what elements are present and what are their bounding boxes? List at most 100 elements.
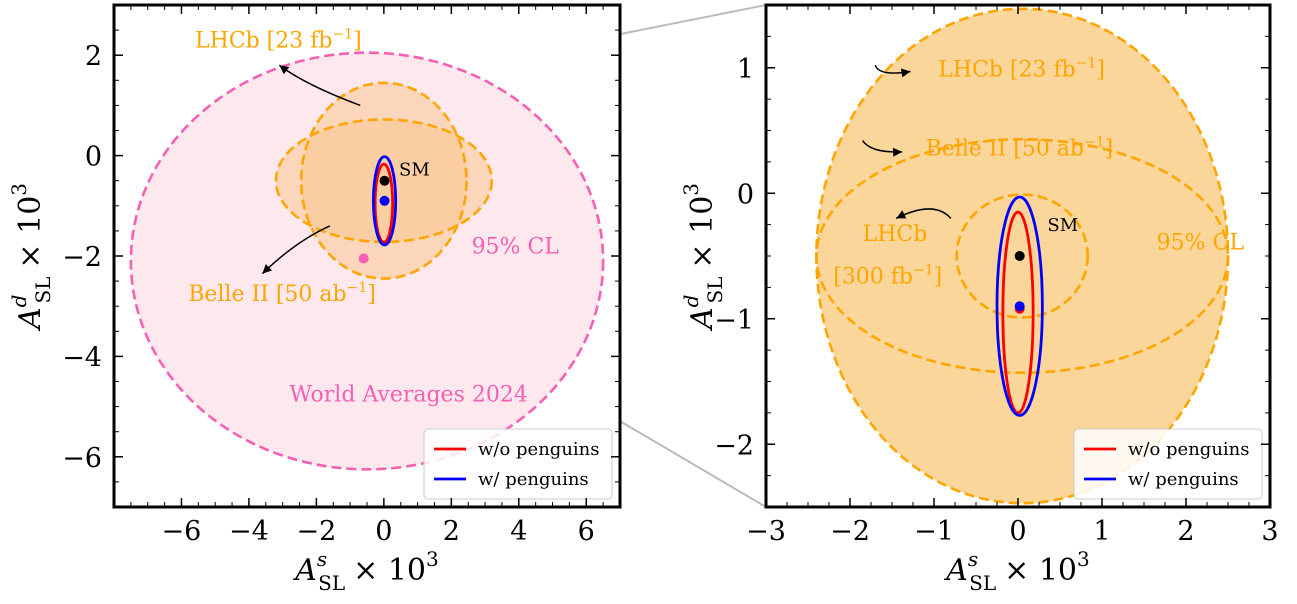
x-axis-factor: × 10 — [353, 553, 426, 588]
x-tick-label: −1 — [914, 516, 954, 547]
annotation-text: LHCb [23 fb — [195, 29, 333, 54]
arrow-belle — [261, 225, 331, 275]
annotation-sup: −1 — [332, 27, 353, 43]
x-tick-label: −4 — [229, 516, 269, 547]
y-tick-label: 0 — [85, 142, 102, 173]
annotation-4: 95% CL — [1157, 231, 1245, 256]
annotation-text: Belle II [50 ab — [926, 137, 1084, 162]
y-axis-exponent: 3 — [679, 183, 703, 196]
x-axis-superscript: s — [968, 547, 978, 571]
y-tick-label: −2 — [714, 430, 754, 461]
annotation-close: ] — [367, 282, 376, 307]
annotation-close: ] — [934, 265, 943, 290]
y-axis-superscript: d — [7, 295, 31, 308]
plot-area: LHCb [23 fb−1]Belle II [50 ab−1]95% CLWo… — [129, 27, 605, 471]
region-outline-1 — [299, 81, 468, 280]
arrow-lhcb23-head — [900, 68, 911, 78]
annotation-0: LHCb [23 fb−1] — [938, 56, 1105, 83]
arrow-lhcb-head — [279, 65, 290, 75]
annotation-3: World Averages 2024 — [289, 383, 527, 408]
x-tick-label: 4 — [510, 516, 527, 547]
region-outline-0 — [129, 51, 605, 471]
x-tick-label: −3 — [746, 516, 786, 547]
region-outline-2 — [955, 193, 1090, 319]
contour-w-penguins — [995, 195, 1044, 417]
x-tick-label: 2 — [443, 516, 460, 547]
legend-frame — [423, 428, 613, 500]
arrow-belle-head — [892, 147, 903, 157]
contour-w-o-penguins — [373, 162, 395, 244]
x-tick-label: 6 — [578, 516, 595, 547]
y-tick-label: 1 — [737, 54, 754, 85]
x-tick-label: 3 — [1261, 516, 1278, 547]
annotation-0: LHCb [23 fb−1] — [195, 27, 362, 54]
annotation-close: ] — [353, 29, 362, 54]
y-axis-subscript: SL — [703, 277, 727, 304]
annotation-text: 95% CL — [1157, 231, 1245, 256]
annotation-close: ] — [1096, 58, 1105, 83]
x-tick-label: −2 — [830, 516, 870, 547]
x-tick-label: −6 — [162, 516, 202, 547]
legend: w/o penguins w/ penguins — [1073, 428, 1263, 500]
annotation-5: SM — [1047, 215, 1078, 236]
y-tick-label: 2 — [85, 41, 102, 72]
annotation-sup: −1 — [1076, 56, 1097, 72]
arrow-lhcb300-head — [896, 210, 907, 219]
y-axis-symbol: A — [13, 307, 48, 332]
y-axis-subscript: SL — [31, 277, 55, 304]
annotation-text: LHCb [23 fb — [938, 58, 1075, 83]
x-tick-label: 0 — [1009, 516, 1026, 547]
annotation-text: World Averages 2024 — [289, 383, 527, 408]
annotation-1: Belle II [50 ab−1] — [188, 280, 376, 307]
annotation-4: SM — [399, 160, 430, 181]
legend-label-1: w/ penguins — [478, 469, 589, 490]
annotation-sup: −1 — [1084, 135, 1105, 151]
y-tick-label: −6 — [62, 443, 102, 474]
region-outline-1 — [815, 137, 1230, 375]
annotation-text: SM — [1047, 215, 1078, 236]
point-2 — [358, 253, 369, 264]
y-axis-factor: × 10 — [13, 196, 48, 269]
y-axis-superscript: d — [679, 295, 703, 308]
annotation-text: LHCb — [863, 222, 928, 247]
y-axis-label: AdSL × 103 — [7, 183, 55, 332]
y-axis-factor: × 10 — [685, 196, 720, 269]
annotation-close: ] — [1105, 137, 1114, 162]
x-tick-label: 1 — [1093, 516, 1110, 547]
legend-label-1: w/ penguins — [1128, 469, 1239, 490]
y-axis-label: AdSL × 103 — [679, 183, 727, 332]
x-axis-exponent: 3 — [1077, 547, 1090, 571]
point-2 — [1014, 301, 1025, 312]
point-1 — [379, 195, 390, 206]
y-axis-exponent: 3 — [7, 183, 31, 196]
y-tick-label: 0 — [737, 179, 754, 210]
x-axis-symbol: A — [292, 553, 317, 588]
panel-right: LHCb [23 fb−1]Belle II [50 ab−1]LHCb[300… — [679, 3, 1279, 595]
annotation-text: Belle II [50 ab — [188, 282, 346, 307]
annotation-text: [300 fb — [833, 265, 913, 290]
arrow-belle-head — [262, 264, 273, 274]
y-tick-label: −4 — [62, 342, 102, 373]
annotation-text: SM — [399, 160, 430, 181]
x-axis-factor: × 10 — [1004, 553, 1077, 588]
panel-left: LHCb [23 fb−1]Belle II [50 ab−1]95% CLWo… — [7, 3, 622, 595]
x-tick-label: −2 — [296, 516, 336, 547]
legend-label-0: w/o penguins — [478, 439, 600, 460]
contour-w-o-penguins — [1001, 210, 1035, 415]
x-axis-subscript: SL — [318, 571, 345, 595]
x-axis-label: As SL × 103 — [943, 547, 1090, 595]
legend: w/o penguins w/ penguins — [423, 428, 613, 500]
annotation-sup: −1 — [347, 280, 368, 296]
x-tick-label: 2 — [1177, 516, 1194, 547]
annotation-text: 95% CL — [472, 234, 560, 259]
annotation-1: Belle II [50 ab−1] — [926, 135, 1114, 162]
x-axis-symbol: A — [943, 553, 968, 588]
annotation-3: [300 fb−1] — [833, 263, 942, 290]
x-axis-superscript: s — [317, 547, 327, 571]
annotation-sup: −1 — [913, 263, 934, 279]
y-axis-symbol: A — [685, 307, 720, 332]
x-axis-label: As SL × 103 — [292, 547, 439, 595]
x-tick-label: 0 — [375, 516, 392, 547]
